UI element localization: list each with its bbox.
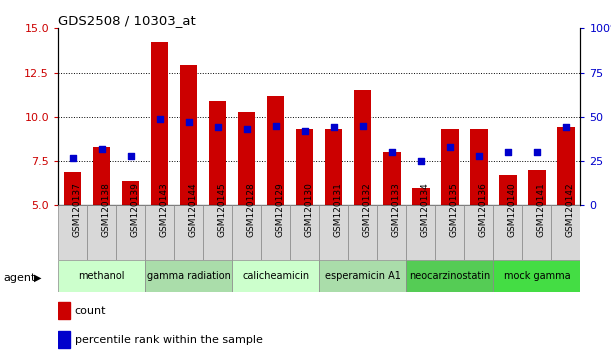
Text: GSM120137: GSM120137 — [73, 182, 81, 237]
Point — [503, 149, 513, 155]
Bar — [87, 205, 116, 260]
Text: GSM120144: GSM120144 — [189, 182, 197, 237]
Text: agent: agent — [3, 273, 35, 283]
Text: GSM120135: GSM120135 — [450, 182, 459, 237]
Text: GSM120141: GSM120141 — [537, 182, 546, 237]
Bar — [174, 205, 203, 260]
Text: GDS2508 / 10303_at: GDS2508 / 10303_at — [58, 14, 196, 27]
Bar — [116, 205, 145, 260]
Text: GSM120138: GSM120138 — [101, 182, 111, 237]
Bar — [262, 205, 290, 260]
Point — [445, 144, 455, 150]
Bar — [325, 129, 342, 205]
Point — [358, 123, 368, 129]
Text: esperamicin A1: esperamicin A1 — [325, 271, 401, 281]
Bar — [58, 302, 70, 319]
Point — [300, 128, 310, 134]
Bar — [470, 129, 488, 205]
Bar — [464, 205, 494, 260]
Text: GSM120136: GSM120136 — [479, 182, 488, 237]
Bar — [435, 205, 464, 260]
Point — [213, 125, 222, 130]
Bar — [493, 205, 522, 260]
Bar — [290, 205, 320, 260]
Text: percentile rank within the sample: percentile rank within the sample — [75, 335, 263, 344]
Bar — [522, 205, 552, 260]
Bar — [145, 260, 232, 292]
Text: GSM120134: GSM120134 — [421, 182, 430, 237]
Bar — [557, 127, 574, 205]
Text: GSM120140: GSM120140 — [508, 182, 517, 237]
Bar — [528, 170, 546, 205]
Bar — [180, 65, 197, 205]
Text: GSM120145: GSM120145 — [218, 182, 227, 237]
Point — [242, 126, 252, 132]
Bar — [354, 90, 371, 205]
Bar — [267, 96, 285, 205]
Bar — [441, 129, 458, 205]
Bar — [238, 112, 255, 205]
Point — [387, 149, 397, 155]
Text: ▶: ▶ — [34, 273, 41, 283]
Bar — [209, 101, 226, 205]
Point — [474, 153, 484, 159]
Bar — [151, 42, 169, 205]
Bar — [58, 331, 70, 348]
Point — [416, 158, 426, 164]
Bar — [406, 260, 493, 292]
Text: GSM120130: GSM120130 — [305, 182, 313, 237]
Text: mock gamma: mock gamma — [503, 271, 570, 281]
Text: count: count — [75, 306, 106, 316]
Bar — [319, 260, 406, 292]
Bar — [499, 175, 516, 205]
Text: GSM120143: GSM120143 — [159, 182, 169, 237]
Bar — [412, 188, 430, 205]
Point — [97, 146, 106, 152]
Bar — [203, 205, 232, 260]
Bar — [58, 205, 87, 260]
Text: GSM120139: GSM120139 — [131, 182, 139, 237]
Text: GSM120131: GSM120131 — [334, 182, 343, 237]
Text: GSM120133: GSM120133 — [392, 182, 401, 237]
Bar — [122, 181, 139, 205]
Text: GSM120128: GSM120128 — [247, 182, 255, 237]
Point — [271, 123, 280, 129]
Point — [329, 125, 338, 130]
Bar — [493, 260, 580, 292]
Bar — [64, 172, 81, 205]
Bar — [58, 260, 145, 292]
Point — [155, 116, 164, 121]
Bar — [296, 129, 313, 205]
Point — [68, 155, 78, 160]
Point — [126, 153, 136, 159]
Bar — [93, 147, 110, 205]
Text: gamma radiation: gamma radiation — [147, 271, 230, 281]
Point — [532, 149, 542, 155]
Text: GSM120132: GSM120132 — [363, 182, 371, 237]
Text: GSM120142: GSM120142 — [566, 182, 575, 237]
Text: methanol: methanol — [78, 271, 125, 281]
Bar — [378, 205, 406, 260]
Bar — [383, 152, 401, 205]
Text: GSM120129: GSM120129 — [276, 182, 285, 237]
Text: calicheamicin: calicheamicin — [242, 271, 309, 281]
Bar — [348, 205, 377, 260]
Bar — [552, 205, 580, 260]
Text: neocarzinostatin: neocarzinostatin — [409, 271, 491, 281]
Bar — [145, 205, 174, 260]
Bar — [319, 205, 348, 260]
Bar — [232, 260, 319, 292]
Bar — [232, 205, 262, 260]
Bar — [406, 205, 435, 260]
Point — [561, 125, 571, 130]
Point — [184, 119, 194, 125]
